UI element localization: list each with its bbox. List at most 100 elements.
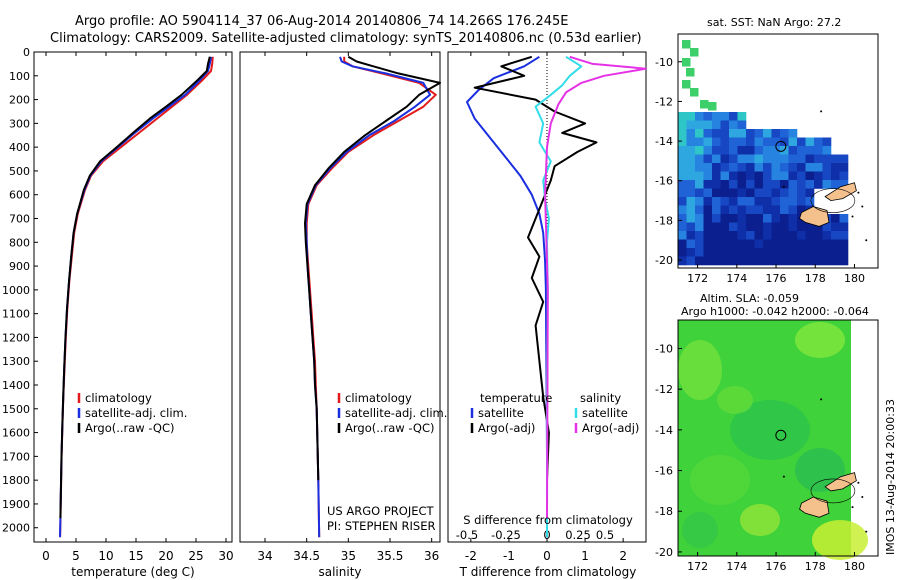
sst-cell (788, 146, 798, 155)
sla-lon-label-3: 178 (805, 560, 826, 573)
sst-cell (712, 188, 721, 198)
sst-cell (678, 112, 687, 121)
temp-legend-label-0: climatology (85, 391, 152, 405)
sst-cell (712, 180, 721, 189)
sst-cell (763, 180, 772, 189)
sst-sparse-cell-6 (700, 100, 709, 109)
diff-xtick-label-0: -2 (465, 549, 477, 563)
sst-cell (763, 129, 772, 138)
temperature-x-ticks: 0 5 10 15 20 25 30 (42, 52, 234, 563)
sst-cell (720, 188, 730, 198)
sst-cell (780, 197, 789, 206)
sst-cell (771, 188, 781, 198)
sst-cell (797, 146, 806, 155)
temp-xtick-label-1: 5 (72, 549, 80, 563)
sst-cell (780, 214, 789, 223)
sst-cell (712, 248, 721, 257)
sst-cell (746, 129, 755, 138)
sst-cell (754, 214, 764, 223)
sst-cell (703, 180, 713, 189)
s-diff-tick-label-3: 0.25 (565, 528, 591, 542)
sst-cell (780, 248, 789, 257)
sst-cell (754, 256, 764, 266)
sst-cell (678, 222, 687, 232)
sst-cell (754, 137, 764, 147)
sst-cell (771, 222, 781, 232)
sla-blob-0 (678, 340, 722, 400)
sst-cell (686, 163, 696, 172)
sst-cell (746, 137, 755, 147)
sla-islet-0 (857, 481, 860, 484)
sst-cell (822, 146, 832, 155)
sst-cell (839, 163, 849, 172)
sst-cell (720, 231, 730, 240)
sst-cell (678, 239, 687, 249)
temperature-axes (33, 51, 233, 543)
sst-cell (678, 188, 687, 198)
sst-cell (831, 171, 840, 181)
sst-cell (822, 163, 832, 172)
sst-cell (788, 231, 798, 240)
sst-cell (797, 171, 806, 181)
sla-reef-contour (810, 478, 856, 504)
sst-cell (695, 188, 704, 198)
sst-cell (686, 231, 696, 240)
sal-line-satellite-adj-clim- (304, 56, 431, 538)
temp-legend-label-1: satellite-adj. clim. (85, 406, 187, 420)
sst-cell (763, 256, 772, 266)
sst-cell (703, 239, 713, 249)
sst-land (782, 110, 868, 242)
sst-cell (695, 205, 704, 215)
sst-cell (797, 163, 806, 172)
sst-cell (686, 222, 696, 232)
s-diff-tick-label-1: -0.25 (491, 528, 521, 542)
sst-cell (703, 129, 713, 138)
sst-cell (703, 222, 713, 232)
sst-cell (720, 248, 730, 257)
sst-cell (797, 248, 806, 257)
sst-cell (822, 248, 832, 257)
depth-tick-label-0: 0 (23, 46, 30, 59)
sst-cell (703, 205, 713, 215)
sst-cell (780, 129, 789, 138)
sst-map-panel: sat. SST: NaN Argo: 27.2 172 174 176 178 180… (655, 16, 879, 285)
sst-sparse-cell-4 (682, 80, 691, 89)
sst-cell (780, 231, 789, 240)
sst-cell (737, 214, 747, 223)
title-line-2: Climatology: CARS2009. Satellite-adjuste… (50, 31, 642, 46)
sst-cell (763, 205, 772, 215)
sst-argo-marker (775, 140, 787, 152)
sst-cell (737, 248, 747, 257)
sst-cell (737, 188, 747, 198)
sst-cell (703, 231, 713, 240)
sst-cell (771, 256, 781, 266)
depth-tick-label-8: 800 (9, 236, 30, 249)
sst-cell (729, 120, 738, 130)
sst-cell (797, 256, 806, 266)
sst-cell (695, 180, 704, 189)
sst-cell (788, 180, 798, 189)
sla-blob-3 (690, 455, 750, 505)
sst-cell (831, 248, 840, 257)
sla-lon-label-0: 172 (687, 560, 708, 573)
sst-cell (712, 205, 721, 215)
sst-cell (737, 120, 747, 130)
sst-cell (805, 154, 815, 164)
sst-cell (771, 171, 781, 181)
sst-cell (831, 222, 840, 232)
sst-cell (780, 171, 789, 181)
sst-cell (771, 137, 781, 147)
sst-reef-contour (810, 188, 856, 213)
sst-cell (703, 248, 713, 257)
sst-cell (720, 222, 730, 232)
sst-cell (771, 231, 781, 240)
sst-cell (839, 180, 849, 189)
sst-islet-1 (861, 205, 864, 208)
sst-cell (831, 180, 840, 189)
depth-tick-label-1: 100 (9, 70, 30, 83)
sst-cell (839, 239, 849, 249)
sst-cell (737, 205, 747, 215)
sla-blob-1 (795, 322, 845, 358)
sst-map-axes (677, 33, 879, 269)
